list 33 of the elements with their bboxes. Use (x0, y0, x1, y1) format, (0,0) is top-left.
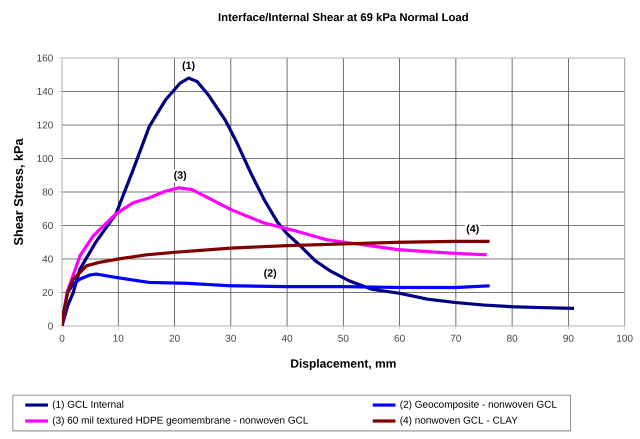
y-tick-label: 140 (37, 88, 53, 96)
x-axis-title: Displacement, mm (291, 358, 396, 370)
y-tick-label: 80 (42, 188, 53, 196)
x-tick-label: 60 (394, 334, 405, 342)
y-tick-label: 60 (42, 222, 53, 230)
x-tick-label: 20 (169, 334, 180, 342)
y-tick-label: 100 (37, 154, 53, 162)
x-tick-label: 10 (113, 334, 124, 342)
x-tick-label: 90 (563, 334, 574, 342)
x-tick-label: 30 (226, 334, 236, 342)
line-series (62, 76, 576, 326)
y-tick-label: 20 (42, 288, 53, 296)
x-tick-label: 50 (338, 334, 348, 342)
line-series (62, 240, 492, 326)
annotation: (3) (174, 170, 186, 181)
chart-title: Interface/Internal Shear at 69 kPa Normal Load (218, 12, 468, 22)
y-tick-label: 40 (42, 255, 53, 263)
y-tick-label: 0 (48, 322, 53, 330)
y-axis-title: Shear Stress, kPa (14, 138, 25, 246)
x-tick-label: 70 (450, 334, 462, 342)
x-tick-label: 80 (507, 334, 518, 342)
x-tick-label: 40 (282, 334, 292, 342)
x-tick-label: 0 (60, 334, 64, 342)
legend-label: (2) Geocomposite - nonwoven GCL (400, 400, 557, 410)
legend-label: (1) GCL Internal (52, 400, 124, 410)
y-tick-label: 160 (37, 54, 53, 62)
annotation: (1) (182, 61, 195, 72)
x-tick-label: 100 (617, 334, 633, 342)
annotation: (4) (466, 224, 479, 234)
y-tick-label: 120 (37, 121, 53, 129)
legend-label: (3) 60 mil textured HDPE geomembrane - nonwoven GCL (52, 416, 308, 426)
annotation: (2) (264, 268, 276, 279)
legend-label: (4) nonwoven GCL - CLAY (400, 416, 518, 426)
